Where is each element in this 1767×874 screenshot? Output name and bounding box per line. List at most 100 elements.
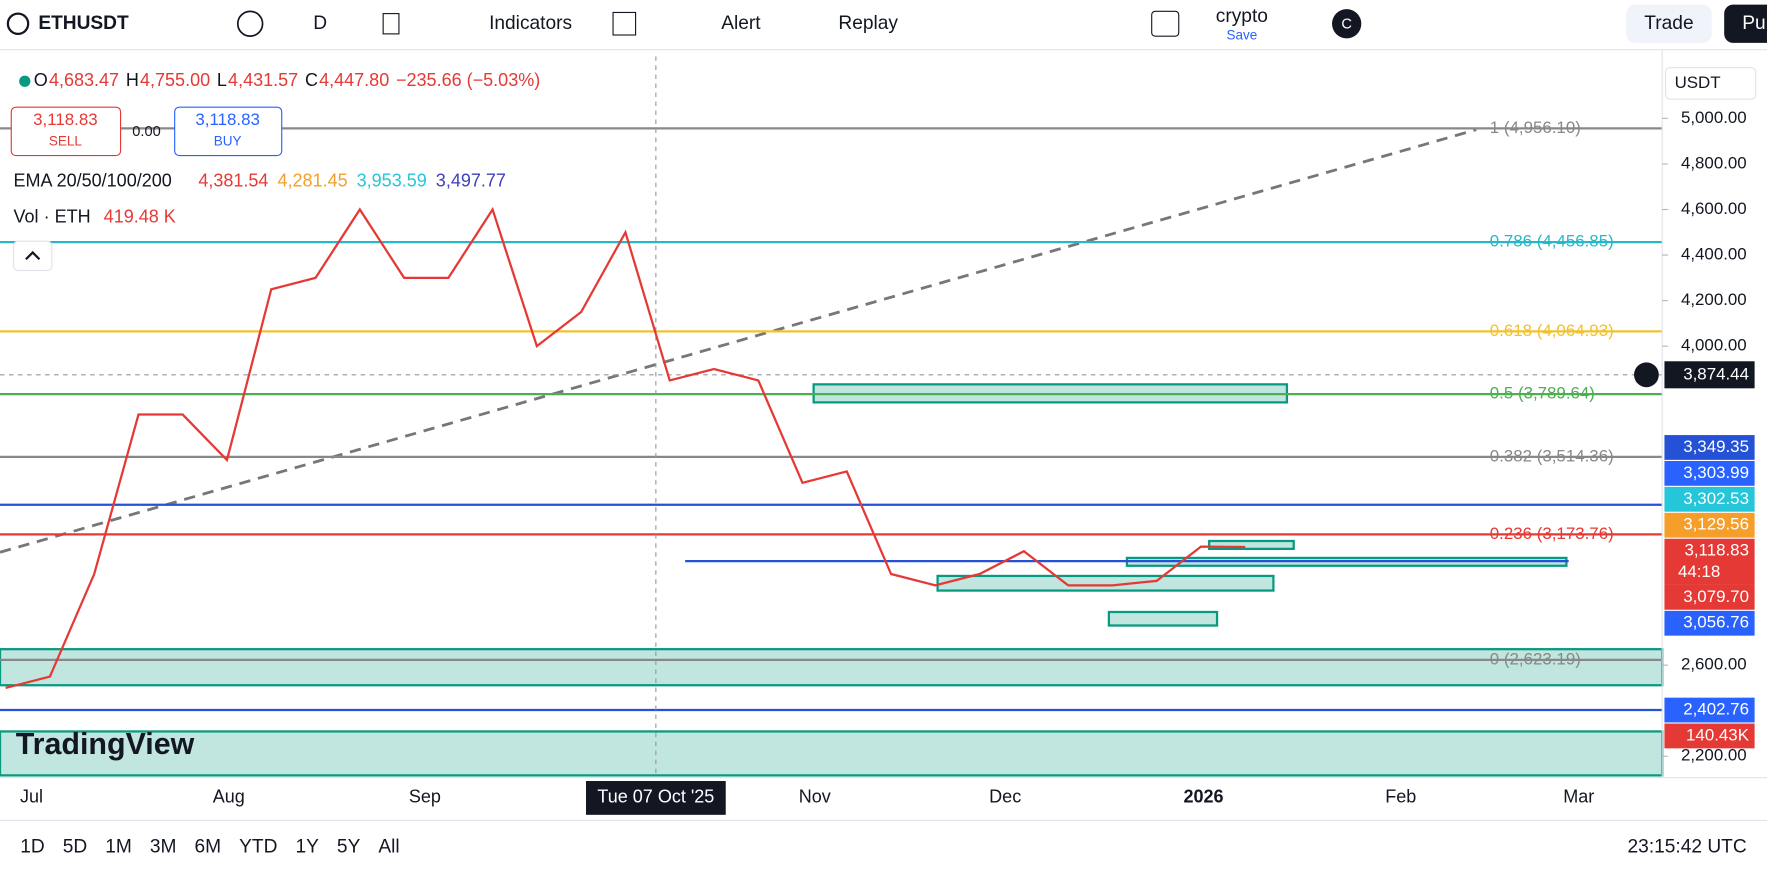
price-tag-bg — [1664, 610, 1755, 636]
layout-icon[interactable] — [1151, 10, 1180, 37]
search-icon[interactable] — [6, 12, 30, 36]
crosshair-plus[interactable] — [1634, 362, 1659, 388]
sell-price[interactable]: 3,118.83 — [33, 110, 98, 129]
publish[interactable]: Pu — [1742, 13, 1765, 34]
trend-line — [0, 128, 1477, 554]
vol-value: 419.48 K — [104, 206, 176, 226]
alert[interactable]: Alert — [721, 13, 761, 34]
date-tag: Tue 07 Oct '25 — [597, 787, 714, 807]
level-label: 0.618 (4,064.93) — [1490, 321, 1614, 340]
ema-value: 3,497.77 — [436, 170, 506, 190]
replay[interactable]: Replay — [838, 13, 898, 34]
level-label: 0.786 (4,456.85) — [1490, 232, 1614, 251]
templates-icon[interactable] — [612, 11, 637, 36]
ohlc-value: 4,755.00 — [140, 70, 210, 90]
sell-button[interactable] — [10, 106, 122, 157]
range-button[interactable]: 1M — [105, 837, 132, 858]
avatar[interactable]: C — [1341, 17, 1352, 33]
publish-bg[interactable] — [1724, 4, 1767, 43]
level-label: 0 (2,623.19) — [1490, 649, 1581, 668]
zone — [936, 574, 1275, 592]
y-tick-label: 2,600.00 — [1681, 655, 1747, 674]
trade-bg[interactable] — [1626, 4, 1712, 43]
layout-save[interactable]: Save — [1226, 28, 1257, 43]
status-dot — [19, 75, 31, 87]
ohlc-value: 4,431.57 — [228, 70, 298, 90]
y-tick-label: 4,600.00 — [1681, 199, 1747, 218]
x-tick-label: Mar — [1563, 787, 1594, 807]
zone — [1107, 610, 1219, 627]
currency[interactable]: USDT — [1675, 73, 1721, 92]
buy-price[interactable]: 3,118.83 — [195, 110, 260, 129]
range-button[interactable]: 1D — [20, 837, 44, 858]
ohlc-label: L — [217, 70, 227, 90]
bottom-bar: 1D 5D 1M 3M 6M YTD 1Y 5Y All 23:15:42 UTC — [20, 837, 1747, 858]
price-tag: 3,118.83 — [1684, 541, 1748, 560]
y-tick-label: 4,400.00 — [1681, 245, 1747, 264]
x-tick-label: Nov — [799, 787, 831, 807]
ema-value: 4,381.54 — [198, 170, 268, 190]
price-line-series — [5, 206, 1246, 690]
zone — [0, 730, 1664, 777]
price-tag-bg — [1664, 697, 1755, 723]
level-label: 0.236 (3,173.76) — [1490, 524, 1614, 543]
currency-box[interactable] — [1665, 67, 1757, 100]
price-tag-bg — [1664, 435, 1755, 460]
price-tag-bg — [1664, 460, 1755, 486]
level-label: 0.382 (3,514.36) — [1490, 446, 1614, 465]
x-tick-label: Sep — [409, 787, 441, 807]
toolbar-bg — [0, 0, 1767, 49]
level-label: 1 (4,956.10) — [1490, 118, 1581, 137]
range-button[interactable]: 5D — [63, 837, 87, 858]
interval[interactable]: D — [313, 13, 327, 34]
price-tag-bg — [1664, 486, 1755, 512]
collapse-icon[interactable] — [25, 250, 41, 261]
range-button[interactable]: 5Y — [337, 837, 361, 858]
ema-value: 4,281.45 — [277, 170, 347, 190]
indicators[interactable]: Indicators — [489, 13, 572, 34]
layout-name[interactable]: crypto — [1216, 6, 1268, 27]
y-tick-label: 4,800.00 — [1681, 153, 1747, 172]
toolbar: ETHUSDT D Indicators Alert Replay crypto… — [0, 0, 1767, 49]
ohlc-label: C — [305, 70, 318, 90]
x-tick-label: Jul — [20, 787, 43, 807]
chart-type-icon[interactable] — [382, 13, 400, 35]
symbol[interactable]: ETHUSDT — [38, 13, 129, 34]
range-button[interactable]: 6M — [195, 837, 222, 858]
range-button[interactable]: 3M — [150, 837, 177, 858]
add-symbol[interactable] — [236, 10, 264, 37]
range-button[interactable]: 1Y — [295, 837, 319, 858]
range-button[interactable]: All — [378, 837, 399, 858]
buy-label[interactable]: BUY — [214, 134, 242, 149]
avatar-bg[interactable] — [1332, 9, 1362, 39]
price-tag: 3,079.70 — [1683, 587, 1749, 606]
trade[interactable]: Trade — [1644, 13, 1693, 34]
ohlc-label: H — [126, 70, 139, 90]
volume-tag: 140.43K — [1686, 725, 1750, 744]
ohlc-value: 4,447.80 — [319, 70, 389, 90]
y-tick-label: 2,200.00 — [1681, 746, 1747, 765]
price-tag-bg — [1664, 538, 1755, 585]
price-tag: 3,129.56 — [1683, 515, 1749, 534]
volume-tag-bg — [1664, 723, 1755, 749]
y-tick-label: 4,200.00 — [1681, 290, 1747, 309]
countdown: 44:18 — [1678, 562, 1720, 581]
zone — [1208, 539, 1295, 551]
crosshair-tag: 3,874.44 — [1683, 364, 1749, 383]
price-tag: 2,402.76 — [1683, 700, 1749, 719]
sell-label[interactable]: SELL — [49, 134, 83, 149]
clock: 23:15:42 UTC — [1628, 837, 1747, 858]
price-tag: 3,303.99 — [1683, 463, 1749, 482]
range-button[interactable]: YTD — [239, 837, 277, 858]
ohlc-label: O — [34, 70, 48, 90]
zone — [0, 648, 1664, 687]
x-tick-label: 2026 — [1184, 787, 1224, 807]
collapse-button[interactable] — [12, 240, 53, 272]
price-tag-bg — [1664, 512, 1755, 538]
crosshair-tag-bg — [1664, 361, 1755, 389]
y-tick-label: 4,000.00 — [1681, 336, 1747, 355]
level-label: 0.5 (3,789.64) — [1490, 384, 1595, 403]
buy-button[interactable] — [174, 106, 283, 157]
